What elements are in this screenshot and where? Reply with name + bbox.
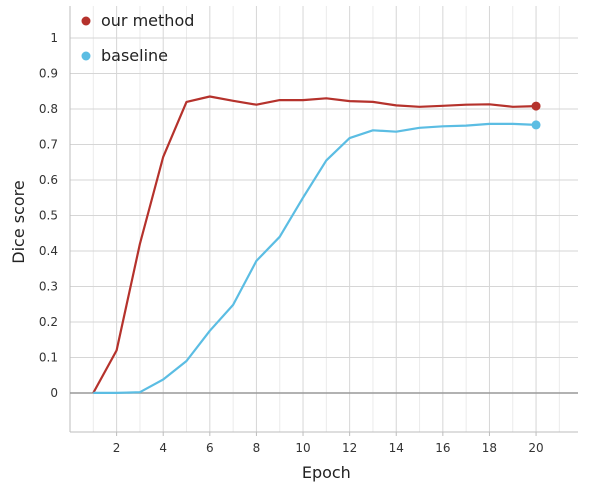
- y-tick-label: 0.2: [39, 315, 58, 329]
- x-tick-label: 6: [206, 441, 214, 455]
- legend-marker: [81, 51, 91, 61]
- axes: [69, 6, 578, 433]
- y-tick-label: 0.8: [39, 102, 58, 116]
- y-axis-title: Dice score: [9, 180, 28, 263]
- y-tick-label: 0: [50, 386, 58, 400]
- x-tick-label: 14: [389, 441, 404, 455]
- x-tick-label: 2: [113, 441, 121, 455]
- y-tick-label: 1: [50, 31, 58, 45]
- x-tick-label: 20: [528, 441, 543, 455]
- x-tick-label: 18: [482, 441, 497, 455]
- x-tick-label: 4: [159, 441, 167, 455]
- series-group: [92, 95, 541, 394]
- series-line-baseline: [93, 122, 537, 394]
- x-axis-title: Epoch: [302, 463, 351, 482]
- legend-marker: [81, 16, 91, 26]
- x-tick-label: 16: [435, 441, 450, 455]
- legend-label: baseline: [101, 46, 168, 65]
- series-line-our-method: [92, 95, 537, 394]
- y-tick-label: 0.9: [39, 66, 58, 80]
- series-end-marker: [531, 120, 541, 130]
- grid: [70, 6, 578, 432]
- x-tick-label: 8: [253, 441, 261, 455]
- x-tick-label: 10: [295, 441, 310, 455]
- y-tick-label: 0.4: [39, 244, 58, 258]
- y-tick-label: 0.6: [39, 173, 58, 187]
- tick-labels: 00.10.20.30.40.50.60.70.80.912 4 6 8 10 12 14 1…: [39, 31, 544, 455]
- y-tick-label: 0.5: [39, 208, 58, 222]
- y-tick-label: 0.7: [39, 137, 58, 151]
- series-end-marker: [531, 101, 541, 111]
- legend-label: our method: [101, 11, 194, 30]
- y-tick-label: 0.3: [39, 279, 58, 293]
- y-tick-label: 0.1: [39, 350, 58, 364]
- x-tick-label: 12: [342, 441, 357, 455]
- legend: our method baseline: [81, 11, 194, 65]
